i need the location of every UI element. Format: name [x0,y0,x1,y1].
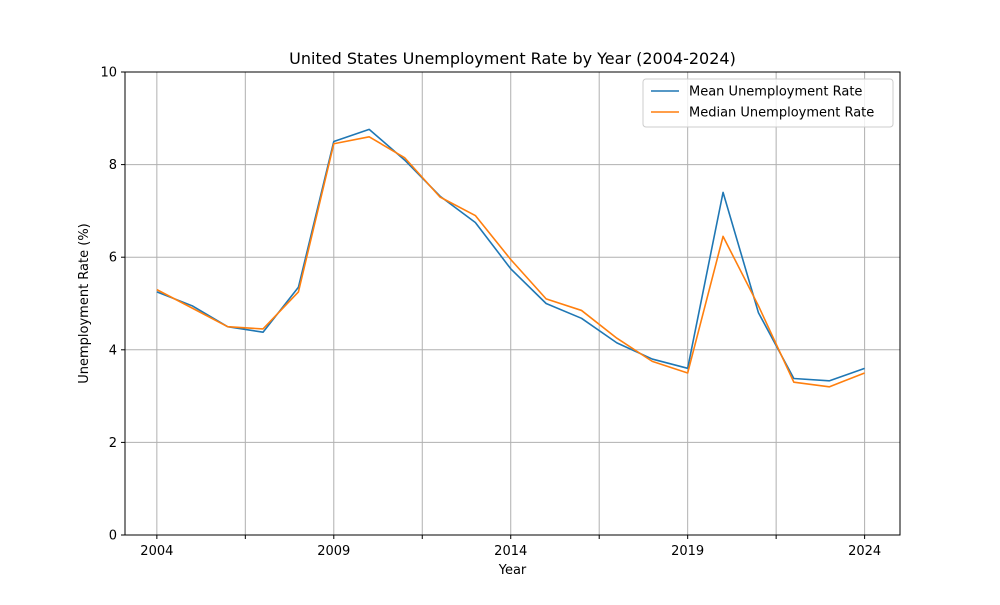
axis-ticks: 2004 2009 2014 2019 2024 0 2 4 6 8 10 [100,66,881,560]
legend: Mean Unemployment Rate Median Unemploymen… [642,78,894,128]
series-lines [156,128,865,388]
y-tick-label: 2 [109,436,117,451]
x-tick-label: 2004 [140,544,173,559]
y-tick-label: 6 [109,251,117,266]
legend-box [642,78,894,128]
y-axis-label: Unemployment Rate (%) [77,223,92,384]
x-tick-label: 2014 [494,544,527,559]
series-line-median [156,136,865,388]
x-tick-label: 2024 [848,544,881,559]
y-tick-label: 4 [109,343,117,358]
y-tick-label: 0 [109,529,117,544]
legend-label: Mean Unemployment Rate [689,85,862,100]
plot-frame [124,71,901,536]
legend-label: Median Unemployment Rate [689,106,874,121]
y-tick-label: 10 [100,66,117,81]
x-tick-label: 2019 [671,544,704,559]
x-tick-label: 2009 [317,544,350,559]
x-axis-label: Year [498,563,527,578]
y-tick-label: 8 [109,158,117,173]
chart-title: United States Unemployment Rate by Year … [289,49,736,68]
